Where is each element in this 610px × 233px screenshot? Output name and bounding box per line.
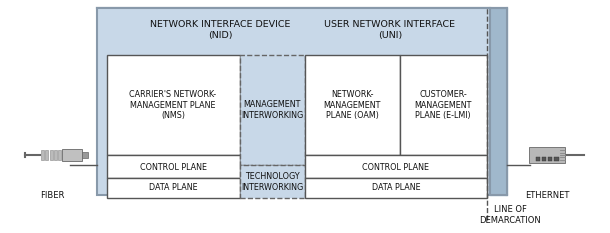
Text: MANAGEMENT
INTERWORKING: MANAGEMENT INTERWORKING — [241, 100, 303, 120]
Bar — [536, 157, 540, 161]
Bar — [107, 178, 240, 198]
Bar — [107, 55, 240, 155]
Bar — [305, 178, 487, 198]
Bar — [305, 155, 487, 178]
Text: ETHERNET: ETHERNET — [525, 191, 569, 199]
Text: DATA PLANE: DATA PLANE — [371, 184, 420, 192]
Text: NETWORK-
MANAGEMENT
PLANE (OAM): NETWORK- MANAGEMENT PLANE (OAM) — [323, 90, 381, 120]
Bar — [45, 150, 48, 160]
Bar — [58, 150, 61, 160]
Bar — [542, 157, 547, 161]
Text: NETWORK INTERFACE DEVICE
(NID): NETWORK INTERFACE DEVICE (NID) — [150, 20, 290, 40]
Text: DATA PLANE: DATA PLANE — [149, 184, 197, 192]
Bar — [97, 8, 490, 195]
Text: USER NETWORK INTERFACE
(UNI): USER NETWORK INTERFACE (UNI) — [325, 20, 456, 40]
Text: FIBER: FIBER — [40, 191, 64, 199]
Bar — [107, 155, 240, 178]
Polygon shape — [490, 8, 507, 195]
FancyBboxPatch shape — [62, 149, 82, 161]
Bar — [548, 157, 553, 161]
Bar — [305, 55, 400, 155]
Bar — [54, 150, 57, 160]
Text: CUSTOMER-
MANAGEMENT
PLANE (E-LMI): CUSTOMER- MANAGEMENT PLANE (E-LMI) — [414, 90, 472, 120]
Bar — [400, 55, 487, 155]
Text: CONTROL PLANE: CONTROL PLANE — [362, 162, 429, 171]
Bar — [240, 165, 305, 198]
Text: LINE OF
DEMARCATION: LINE OF DEMARCATION — [479, 205, 541, 225]
Text: TECHNOLOGY
INTERWORKING: TECHNOLOGY INTERWORKING — [241, 172, 303, 192]
Bar — [41, 150, 44, 160]
Text: CARRIER'S NETWORK-
MANAGEMENT PLANE
(NMS): CARRIER'S NETWORK- MANAGEMENT PLANE (NMS… — [129, 90, 217, 120]
FancyBboxPatch shape — [82, 152, 88, 158]
Bar — [240, 55, 305, 165]
Text: CONTROL PLANE: CONTROL PLANE — [140, 162, 207, 171]
Bar — [49, 150, 52, 160]
Bar — [554, 157, 559, 161]
FancyBboxPatch shape — [529, 147, 565, 163]
